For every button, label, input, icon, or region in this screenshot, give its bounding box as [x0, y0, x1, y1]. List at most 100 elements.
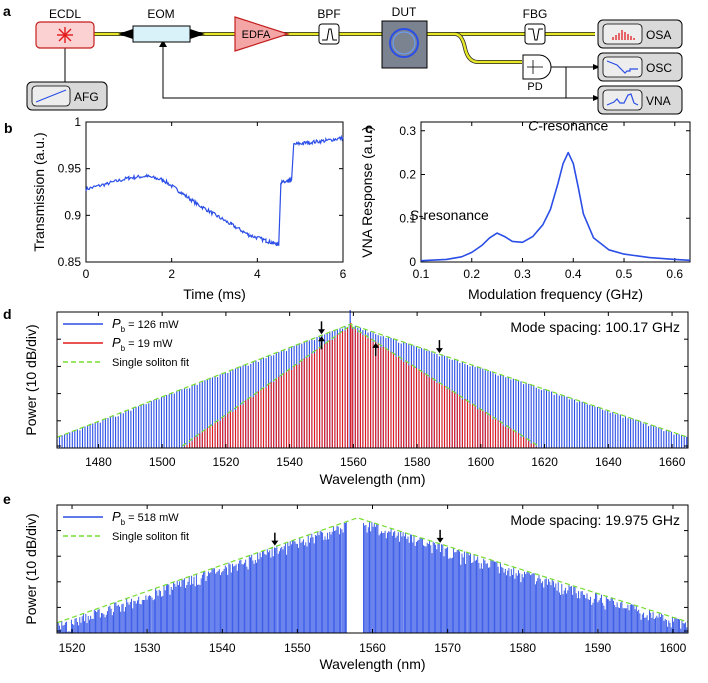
legend-value: = 19 mW	[125, 338, 173, 350]
x-tick-label: 1540	[209, 641, 236, 655]
legend-entry: Pb = 126 mW	[112, 316, 179, 334]
resonance-letter: C	[528, 118, 539, 134]
x-tick-label: 1580	[509, 641, 536, 655]
resonance-annotation: S-resonance	[409, 207, 489, 223]
y-tick-label: 0.3	[399, 124, 416, 138]
plot-background	[57, 312, 688, 448]
x-axis-title: Wavelength (nm)	[319, 471, 425, 487]
eom-taper-left	[118, 29, 133, 39]
response-icon	[606, 93, 639, 106]
y-axis-title: Power (10 dB/div)	[23, 324, 39, 435]
panel-e-label: e	[3, 491, 11, 507]
legend-symbol: P	[112, 335, 121, 350]
fbg-label: FBG	[523, 7, 548, 21]
notch-filter-icon	[528, 28, 543, 41]
comb-lines-series-1	[183, 326, 537, 448]
wire-vna-eom	[162, 42, 598, 99]
mode-spacing-text: Mode spacing: 19.975 GHz	[510, 512, 680, 528]
plot-frame	[420, 121, 691, 263]
x-tick-label: 1520	[213, 455, 240, 469]
bpf-box	[318, 23, 340, 45]
panel-b-chart: b 0 2 4 6 Time (ms) 0.85 0.9 0.95 1 Transmission …	[4, 115, 347, 302]
panel-b-label: b	[4, 120, 13, 136]
plot-frame	[85, 121, 344, 263]
y-axis-title: Power (10 dB/div)	[23, 513, 39, 624]
y-tick-label: 0.95	[58, 162, 82, 176]
x-tick-label: 1540	[276, 455, 303, 469]
y-tick-label: 0.9	[64, 208, 81, 222]
arrow-head	[435, 348, 443, 354]
x-tick-label: 1600	[660, 641, 687, 655]
edfa-label: EDFA	[242, 29, 271, 41]
laser-icon	[57, 27, 73, 43]
comb-lines-series-0	[57, 521, 688, 633]
wire-pd-vna	[551, 66, 598, 99]
legend-subscript: b	[121, 344, 126, 353]
fbg-box	[524, 23, 546, 45]
x-tick-label: 2	[168, 267, 175, 281]
y-tick-label: 0.85	[58, 255, 82, 269]
soliton-fit-curve	[56, 323, 689, 438]
arrow-head	[436, 537, 444, 543]
legend-value: = 126 mW	[125, 319, 179, 331]
bpf-label: BPF	[317, 7, 340, 21]
y-tick-label: 0	[409, 255, 416, 269]
x-tick-label: 4	[254, 267, 261, 281]
x-tick-label: 1550	[284, 641, 311, 655]
x-tick-label: 1590	[585, 641, 612, 655]
panel-d-chart: d 1480 1500 1520 1540 1560 1580 1600 1620 1640 16…	[3, 306, 689, 487]
plot-frame	[56, 311, 689, 449]
eom-label: EOM	[147, 7, 174, 21]
legend-entry: Pb = 518 mW	[112, 509, 179, 527]
arrow-head	[318, 336, 326, 342]
x-tick-label: 1560	[340, 455, 367, 469]
trace-icon	[606, 60, 638, 74]
pd-label: PD	[527, 81, 542, 93]
x-tick-label: 1640	[595, 455, 622, 469]
spectrum-icon	[612, 30, 635, 40]
legend-symbol: P	[112, 316, 121, 331]
vna-response-trace	[420, 151, 691, 262]
x-tick-label: 0	[83, 267, 90, 281]
vna-label: VNA	[646, 94, 671, 108]
ecdl-label: ECDL	[49, 7, 81, 21]
arrow-head	[271, 540, 279, 546]
arrowhead-osc	[593, 64, 600, 70]
x-axis-title: Wavelength (nm)	[319, 656, 425, 672]
soliton-fit-curve	[181, 324, 540, 448]
x-tick-label: 1600	[468, 455, 495, 469]
ramp-icon	[35, 89, 67, 103]
panel-c-chart: c 0.1 0.2 0.3 0.4 0.5 0.6 Modulation frequency…	[359, 118, 691, 302]
x-tick-label: 1660	[659, 455, 686, 469]
x-tick-label: 1480	[85, 455, 112, 469]
dut-label: DUT	[392, 5, 417, 19]
panel-c-label: c	[365, 120, 373, 136]
legend-subscript: b	[121, 518, 126, 527]
legend-entry: Pb = 19 mW	[112, 335, 173, 353]
bandpass-icon	[322, 28, 337, 41]
legend-value: = 518 mW	[125, 512, 179, 524]
x-tick-label: 1580	[404, 455, 431, 469]
legend-entry: Single soliton fit	[112, 357, 189, 369]
panel-d-label: d	[3, 306, 12, 322]
y-axis-title: Transmission (a.u.)	[31, 132, 47, 251]
legend-entry: Single soliton fit	[112, 531, 189, 543]
arrowhead-eom	[159, 40, 167, 47]
y-axis-title: VNA Response (a.u.)	[359, 126, 375, 258]
panel-b-plot: 0 2 4 6 Time (ms) 0.85 0.9 0.95 1 Transmission (a…	[31, 115, 347, 302]
legend-subscript: b	[121, 325, 126, 334]
x-tick-label: 0.2	[463, 267, 480, 281]
arrow-head	[372, 342, 380, 348]
arrow-head	[318, 329, 326, 335]
electrical-wires	[64, 40, 600, 101]
osc-screen	[602, 56, 643, 78]
x-tick-label: 1570	[434, 641, 461, 655]
x-tick-label: 1500	[149, 455, 176, 469]
x-axis-title: Time (ms)	[183, 286, 245, 302]
panel-e-chart: e 1520 1530 1540 1550 1560 1570 1580 1590 1600 Wa…	[3, 491, 689, 672]
panel-a-label: a	[3, 3, 11, 19]
resonator-inner-icon	[392, 31, 416, 55]
y-tick-label: 1	[74, 115, 81, 129]
osc-label: OSC	[646, 61, 672, 75]
